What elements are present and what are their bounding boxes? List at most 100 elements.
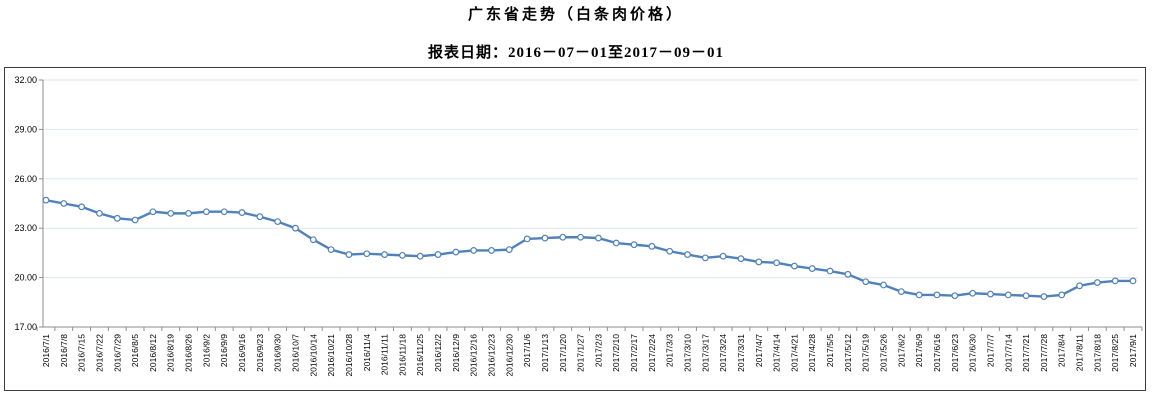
x-tick-label: 2017/4/7 [754,334,764,367]
data-point-marker [1004,291,1012,299]
y-tick-label: 32.00 [14,75,37,85]
chart-subtitle: 报表日期：2016－07－01至2017－09－01 [427,45,724,61]
x-tick-label: 2017/3/31 [736,334,746,372]
data-point-marker [434,251,442,258]
data-point-marker [78,203,86,211]
data-point-marker [363,250,371,258]
x-tick-label: 2017/8/18 [1092,334,1102,372]
data-point-marker [987,290,994,298]
data-point-marker [630,241,638,249]
x-tick-label: 2016/9/30 [273,334,283,372]
x-tick-label: 2017/4/14 [772,334,782,372]
x-tick-label: 2016/7/1 [41,334,51,367]
x-tick-label: 2017/7/14 [1003,334,1013,372]
x-tick-label: 2016/7/8 [59,334,69,367]
x-tick-label: 2017/8/4 [1057,334,1067,367]
data-point-marker [826,267,834,275]
data-point-marker [791,262,798,270]
x-tick-label: 2016/12/9 [451,334,461,372]
x-tick-label: 2017/4/28 [807,334,817,372]
data-point-marker [60,200,68,207]
data-point-marker [149,208,157,216]
data-point-marker [684,251,691,258]
data-point-marker [737,255,745,263]
x-tick-label: 2017/1/13 [540,334,550,372]
x-tick-label: 2017/6/9 [914,334,924,367]
data-point-marker [345,251,353,258]
data-point-marker [1076,282,1083,290]
data-point-marker [327,246,335,254]
x-tick-label: 2017/2/24 [647,334,657,372]
x-tick-label: 2017/3/17 [700,334,710,372]
x-tick-label: 2016/9/23 [255,334,265,372]
x-tick-label: 2016/11/4 [362,334,372,371]
data-point-marker [1093,279,1101,286]
x-tick-label: 2016/10/7 [290,334,300,372]
data-point-marker [256,213,264,221]
data-point-marker [844,270,852,278]
x-tick-label: 2017/2/3 [593,334,603,367]
y-tick-label: 20.00 [14,273,37,283]
x-tick-label: 2017/6/23 [950,334,960,372]
x-tick-label: 2017/5/19 [861,334,871,372]
x-tick-label: 2017/5/5 [825,334,835,367]
x-tick-label: 2016/12/23 [486,334,496,377]
data-point-marker [274,218,282,226]
x-tick-label: 2016/8/19 [166,334,176,372]
data-point-marker [755,258,763,266]
x-tick-label: 2016/12/2 [433,334,443,372]
x-tick-label: 2016/12/30 [504,334,514,377]
x-tick-label: 2017/6/30 [968,334,978,372]
x-tick-label: 2016/8/12 [148,334,158,372]
x-tick-label: 2016/8/26 [184,334,194,372]
x-tick-label: 2017/6/2 [896,334,906,367]
data-point-marker [96,209,103,217]
x-tick-label: 2017/1/6 [522,334,532,367]
data-point-marker [398,251,406,259]
x-tick-label: 2016/9/16 [237,334,247,372]
price-line [44,199,1135,298]
x-tick-label: 2017/3/3 [665,334,675,367]
x-tick-label: 2017/2/17 [629,334,639,372]
x-tick-label: 2016/10/21 [326,334,336,377]
data-point-marker [381,251,388,258]
x-tick-label: 2017/5/12 [843,334,853,372]
data-point-marker [202,208,210,216]
x-tick-label: 2017/7/21 [1021,334,1031,372]
data-point-marker [701,254,709,262]
data-point-marker [185,209,192,217]
data-point-marker [915,291,923,299]
data-point-marker [1058,291,1066,299]
data-point-marker [577,233,584,241]
chart-title: 广东省走势（白条肉价格） [467,7,684,23]
x-tick-label: 2017/8/25 [1110,334,1120,372]
data-point-marker [862,278,870,286]
x-tick-label: 2016/7/29 [112,334,122,372]
data-point-marker [470,247,478,254]
x-tick-label: 2017/3/10 [683,334,693,372]
x-tick-label: 2017/1/27 [576,334,586,372]
data-point-marker [969,289,977,297]
x-tick-label: 2017/6/16 [932,334,942,372]
data-point-marker [505,246,513,254]
data-point-marker [773,259,781,267]
x-tick-label: 2017/9/1 [1128,334,1138,367]
data-point-marker [666,247,674,255]
data-point-marker [1022,292,1030,300]
data-point-marker [1040,293,1048,300]
x-tick-label: 2016/11/18 [397,334,407,376]
x-tick-label: 2016/7/22 [94,334,104,372]
data-point-marker [595,234,602,242]
chart-frame [4,67,1146,391]
data-point-marker [933,291,941,299]
x-tick-label: 2016/8/5 [130,334,140,367]
x-tick-label: 2017/1/20 [558,334,568,372]
x-tick-label: 2016/12/16 [469,334,479,377]
data-point-marker [523,235,531,243]
y-tick-label: 17.00 [14,322,37,332]
data-point-marker [559,233,567,241]
data-point-marker [167,209,175,217]
x-tick-label: 2016/9/2 [201,334,211,367]
